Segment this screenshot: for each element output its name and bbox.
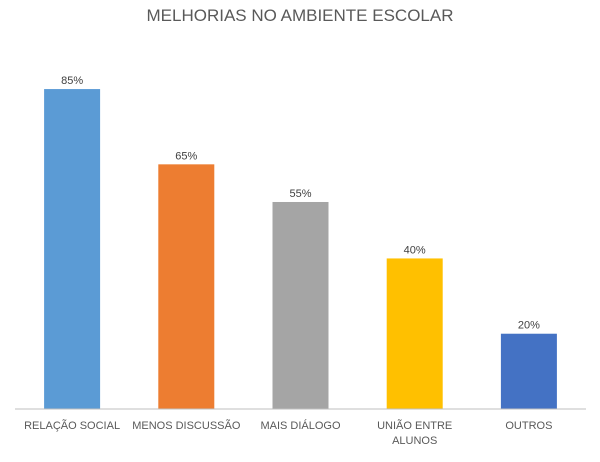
category-label: UNIÃO ENTRE xyxy=(377,419,452,432)
data-label: 55% xyxy=(289,188,311,200)
bars-group xyxy=(44,89,557,409)
category-label: ALUNOS xyxy=(392,435,437,447)
data-label: 65% xyxy=(175,150,197,162)
category-label: MENOS DISCUSSÃO xyxy=(132,419,241,432)
data-label: 20% xyxy=(518,320,540,332)
category-label: RELAÇÃO SOCIAL xyxy=(24,419,120,432)
data-labels-group: 85% 65% 55% 40% 20% xyxy=(61,75,540,332)
category-label: OUTROS xyxy=(505,420,552,432)
data-label: 85% xyxy=(61,75,83,87)
bar xyxy=(500,333,557,409)
bar xyxy=(272,201,329,409)
bar xyxy=(158,164,215,409)
bar xyxy=(386,258,443,409)
bar xyxy=(44,89,101,409)
category-label: MAIS DIÁLOGO xyxy=(260,419,341,432)
data-label: 40% xyxy=(404,244,426,256)
chart-title: MELHORIAS NO AMBIENTE ESCOLAR xyxy=(146,6,453,25)
category-labels-group: RELAÇÃO SOCIAL MENOS DISCUSSÃO MAIS DIÁLOG… xyxy=(24,419,552,447)
